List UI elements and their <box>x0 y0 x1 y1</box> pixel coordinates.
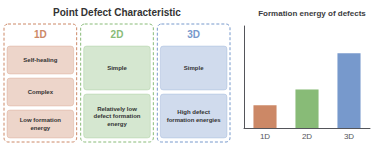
svg-text:defect formation: defect formation <box>93 113 140 119</box>
svg-text:2D: 2D <box>111 29 124 40</box>
svg-text:1D: 1D <box>260 132 270 141</box>
svg-text:Low formation: Low formation <box>20 117 62 123</box>
svg-text:Formation energy of defects: Formation energy of defects <box>258 9 366 18</box>
svg-text:1D: 1D <box>34 29 47 40</box>
svg-text:formation energies: formation energies <box>167 117 222 123</box>
svg-text:2D: 2D <box>302 132 312 141</box>
svg-text:energy: energy <box>107 121 127 127</box>
svg-text:3D: 3D <box>344 132 354 141</box>
svg-text:Relatively low: Relatively low <box>97 106 137 112</box>
svg-text:energy: energy <box>30 125 50 131</box>
svg-text:Self-healing: Self-healing <box>23 57 57 63</box>
svg-text:High defect: High defect <box>177 109 210 115</box>
svg-text:Complex: Complex <box>28 89 54 95</box>
svg-text:Simple: Simple <box>107 65 127 71</box>
svg-text:3D: 3D <box>187 29 200 40</box>
svg-text:Point Defect Characteristic: Point Defect Characteristic <box>53 7 181 18</box>
svg-text:Simple: Simple <box>184 65 204 71</box>
